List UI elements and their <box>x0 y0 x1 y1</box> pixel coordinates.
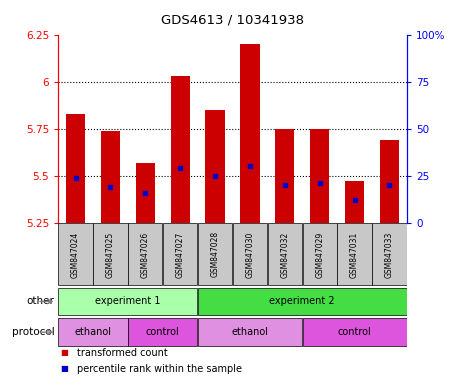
Bar <box>372 223 406 285</box>
Bar <box>163 223 197 285</box>
Text: GSM847027: GSM847027 <box>176 231 185 278</box>
Text: GSM847024: GSM847024 <box>71 231 80 278</box>
Bar <box>128 318 197 346</box>
Bar <box>240 44 259 223</box>
Text: GSM847032: GSM847032 <box>280 231 289 278</box>
Text: percentile rank within the sample: percentile rank within the sample <box>77 364 242 374</box>
Bar <box>101 131 120 223</box>
Bar <box>338 223 372 285</box>
Bar <box>59 223 93 285</box>
Bar <box>345 181 364 223</box>
Text: ethanol: ethanol <box>74 326 112 336</box>
Bar <box>275 129 294 223</box>
Text: GSM847028: GSM847028 <box>211 231 219 278</box>
Bar <box>303 318 406 346</box>
Bar <box>59 318 127 346</box>
Text: ■: ■ <box>60 364 68 373</box>
Text: GSM847025: GSM847025 <box>106 231 115 278</box>
Text: control: control <box>146 326 179 336</box>
Bar <box>66 114 85 223</box>
Text: GSM847030: GSM847030 <box>246 231 254 278</box>
Text: ethanol: ethanol <box>232 326 268 336</box>
Text: GSM847033: GSM847033 <box>385 231 394 278</box>
Bar <box>233 223 267 285</box>
Bar <box>303 223 337 285</box>
Text: GSM847031: GSM847031 <box>350 231 359 278</box>
Bar <box>206 110 225 223</box>
Bar <box>268 223 302 285</box>
Text: ■: ■ <box>60 348 68 357</box>
Bar <box>198 223 232 285</box>
Bar <box>136 162 155 223</box>
Bar <box>198 318 302 346</box>
Bar <box>310 129 329 223</box>
Bar <box>171 76 190 223</box>
Text: experiment 2: experiment 2 <box>269 296 335 306</box>
Bar <box>198 288 406 315</box>
Bar <box>380 140 399 223</box>
Text: other: other <box>27 296 54 306</box>
Text: GSM847029: GSM847029 <box>315 231 324 278</box>
Text: experiment 1: experiment 1 <box>95 296 160 306</box>
Bar <box>128 223 162 285</box>
Bar <box>93 223 127 285</box>
Bar <box>59 288 197 315</box>
Text: protocol: protocol <box>12 327 54 337</box>
Text: control: control <box>338 326 372 336</box>
Text: GDS4613 / 10341938: GDS4613 / 10341938 <box>161 13 304 26</box>
Text: transformed count: transformed count <box>77 348 167 358</box>
Text: GSM847026: GSM847026 <box>141 231 150 278</box>
